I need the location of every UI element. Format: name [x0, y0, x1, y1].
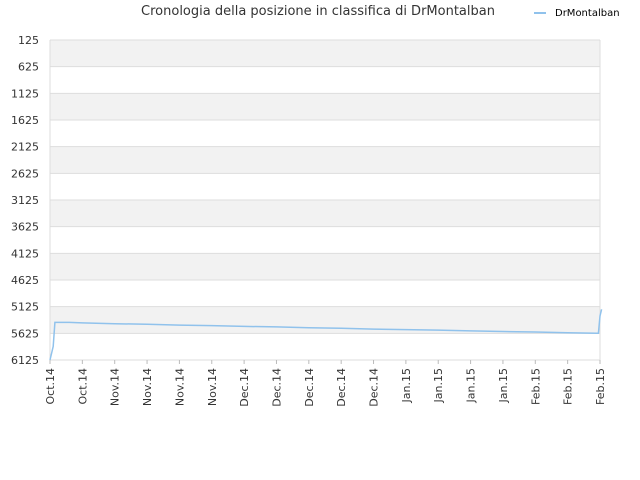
- y-tick-label: 3625: [11, 221, 39, 234]
- x-tick-label: Oct.14: [76, 368, 89, 405]
- x-tick-label: Nov.14: [173, 368, 186, 406]
- grid-band: [50, 146, 600, 174]
- y-tick-label: 6125: [11, 354, 39, 367]
- x-tick-label: Nov.14: [109, 368, 122, 406]
- x-tick-label: Dec.14: [303, 368, 316, 407]
- grid-band: [50, 306, 600, 334]
- grid-band: [50, 200, 600, 227]
- x-tick-label: Feb.15: [594, 368, 607, 405]
- y-tick-label: 625: [18, 61, 39, 74]
- x-tick-label: Jan.15: [400, 368, 413, 403]
- y-tick-label: 125: [18, 34, 39, 47]
- legend: DrMontalban: [534, 8, 620, 19]
- grid-band: [50, 253, 600, 280]
- gridlines: [49, 39, 601, 361]
- x-tick-label: Feb.15: [562, 368, 575, 405]
- y-tick-label: 1625: [11, 114, 39, 127]
- y-axis: 125 625 1125 1625 2125 2625 3125 3625 4125 4625 51…: [11, 34, 39, 367]
- y-tick-label: 5125: [11, 301, 39, 314]
- x-tick-label: Jan.15: [497, 368, 510, 403]
- x-tick-label: Dec.14: [368, 368, 381, 407]
- y-tick-label: 3125: [11, 194, 39, 207]
- x-tick-label: Nov.14: [206, 368, 219, 406]
- grid-band: [50, 66, 600, 94]
- grid-bands: [50, 40, 600, 360]
- grid-band: [50, 226, 600, 254]
- series-line: [49, 309, 603, 361]
- grid-band: [50, 120, 600, 147]
- x-tick-label: Jan.15: [465, 368, 478, 403]
- grid-band: [50, 40, 600, 67]
- chart-title: Cronologia della posizione in classifica…: [141, 4, 495, 19]
- x-tick-label: Dec.14: [335, 368, 348, 407]
- series-layer: [49, 309, 603, 361]
- y-tick-label: 4125: [11, 247, 39, 260]
- y-tick-label: 2625: [11, 167, 39, 180]
- x-axis: Oct.14 Oct.14 Nov.14 Nov.14 Nov.14 Nov.14 Dec.…: [44, 360, 607, 407]
- grid-band: [50, 173, 600, 200]
- x-tick-label: Jan.15: [432, 368, 445, 403]
- x-tick-label: Nov.14: [141, 368, 154, 406]
- x-tick-label: Feb.15: [529, 368, 542, 405]
- legend-label: DrMontalban: [555, 8, 620, 19]
- grid-band: [50, 333, 600, 360]
- x-tick-label: Dec.14: [238, 368, 251, 407]
- y-tick-label: 4625: [11, 274, 39, 287]
- y-tick-label: 1125: [11, 87, 39, 100]
- grid-band: [50, 280, 600, 307]
- y-tick-label: 2125: [11, 141, 39, 154]
- x-tick-label: Dec.14: [270, 368, 283, 407]
- x-tick-label: Oct.14: [44, 368, 57, 405]
- y-tick-label: 5625: [11, 327, 39, 340]
- grid-band: [50, 93, 600, 120]
